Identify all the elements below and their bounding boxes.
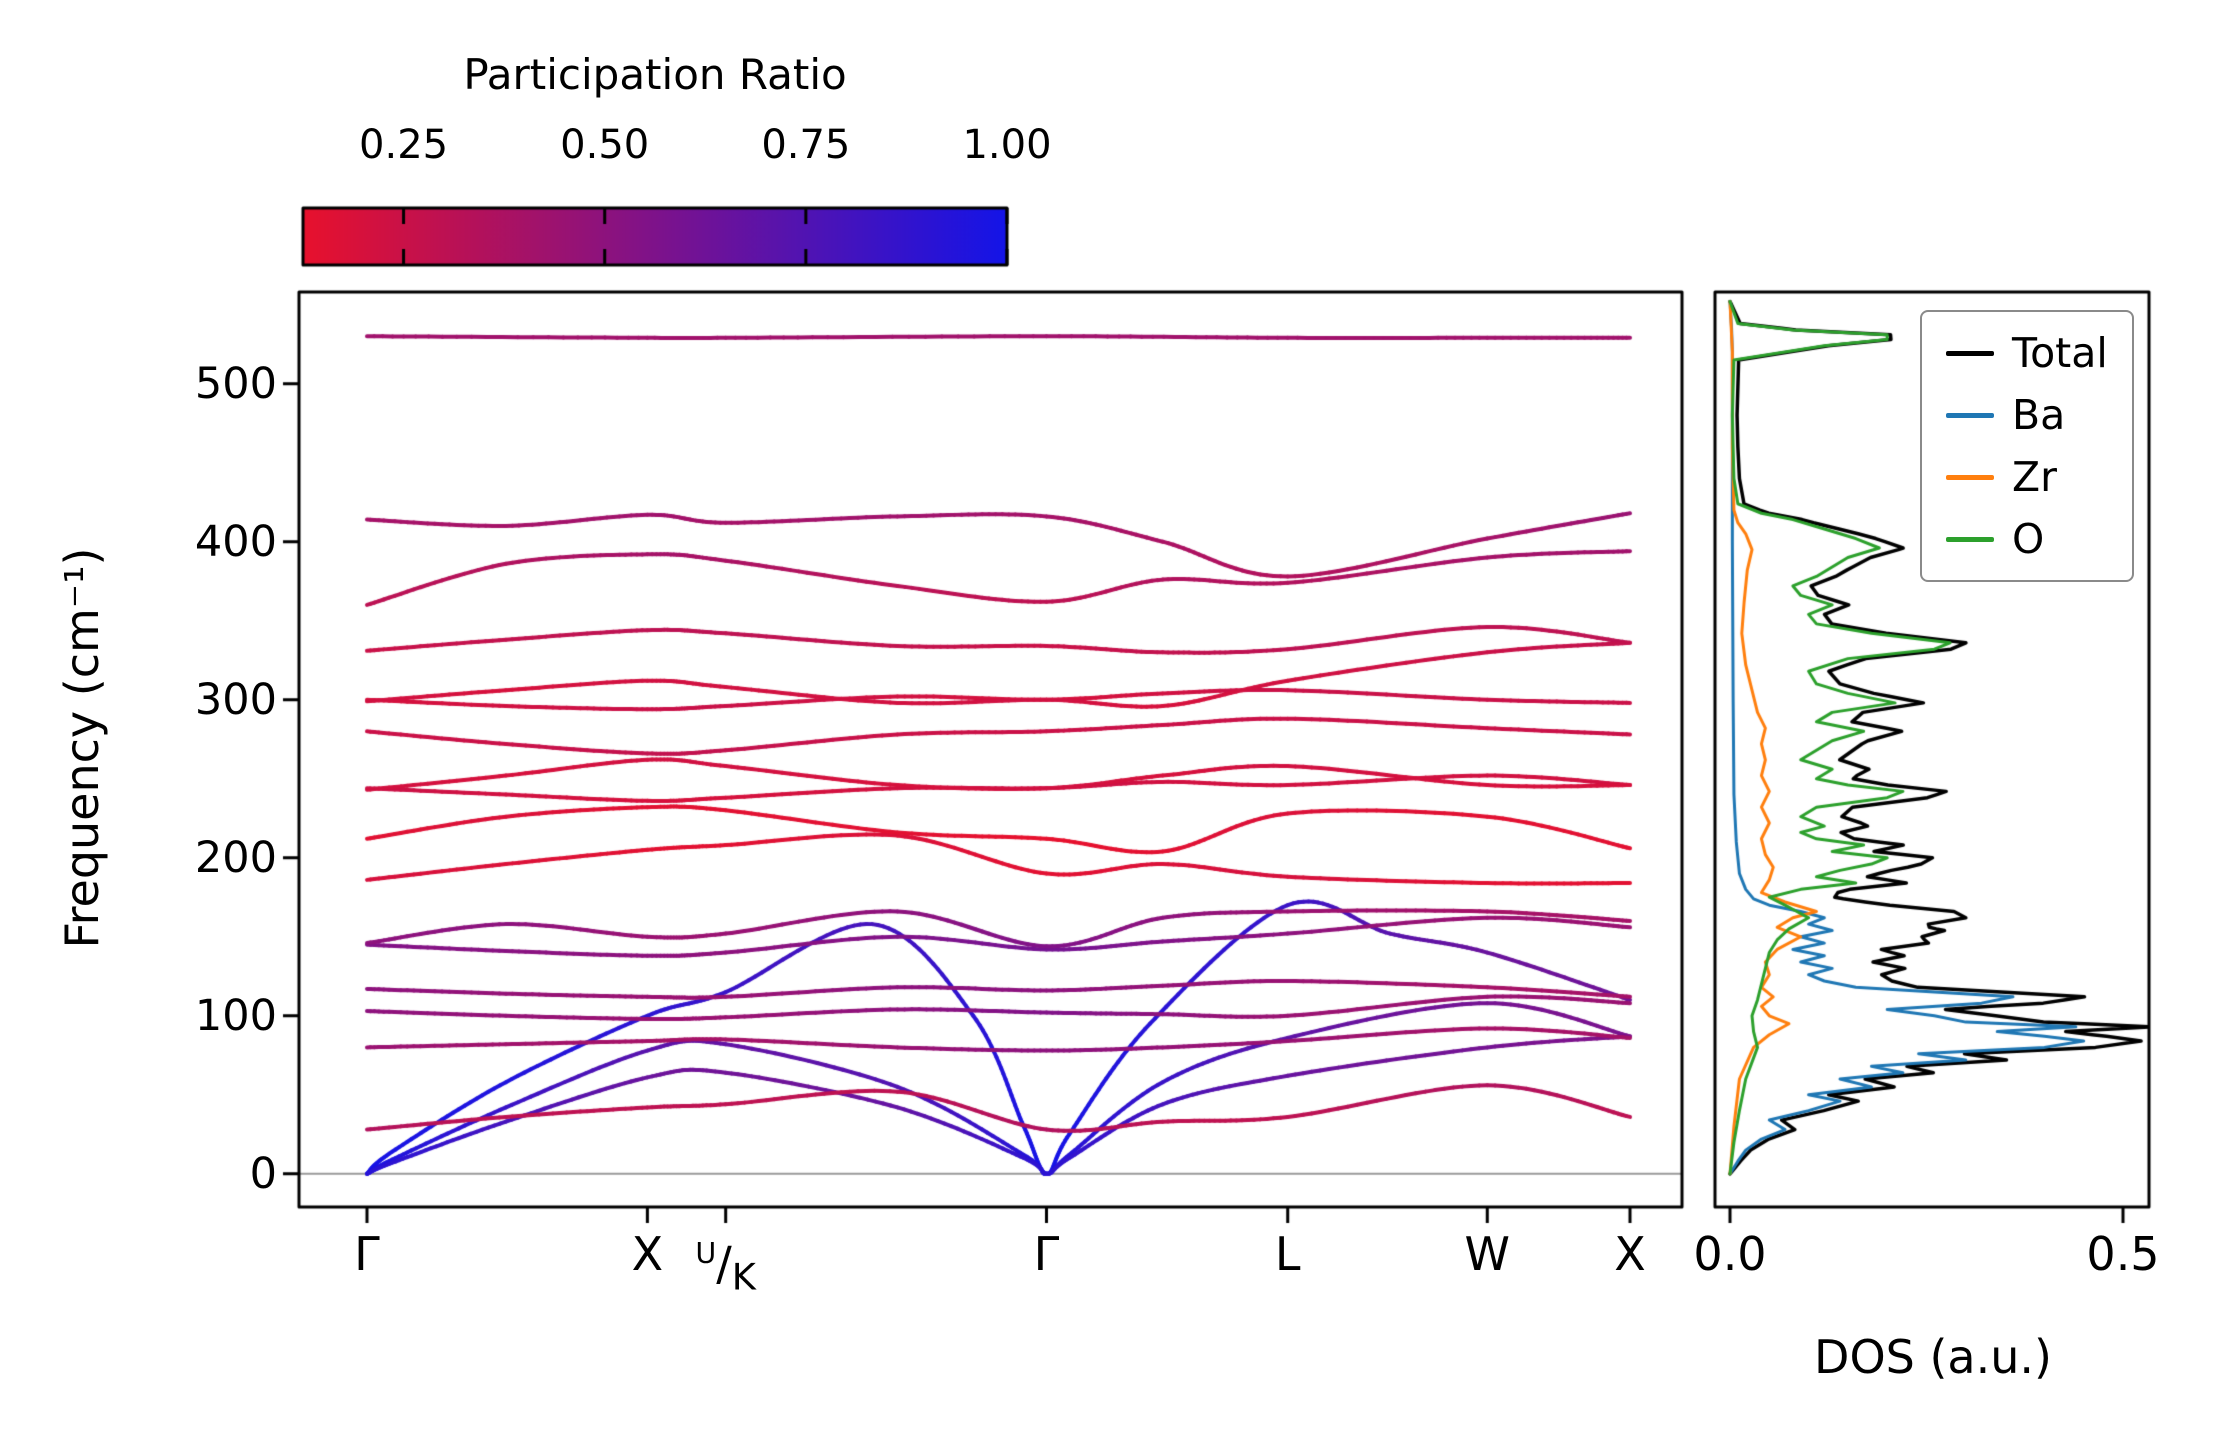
legend-swatch-o	[1946, 536, 1994, 542]
dos-tick-label: 0.5	[2086, 1227, 2160, 1281]
colorbar-tick-label: 1.00	[962, 122, 1052, 168]
legend-swatch-ba	[1946, 412, 1994, 418]
legend-item-ba: Ba	[1946, 390, 2108, 440]
colorbar-title: Participation Ratio	[463, 50, 847, 99]
x-tick-label: U/K	[695, 1236, 756, 1299]
y-tick-label: 100	[194, 990, 277, 1041]
legend-item-zr: Zr	[1946, 452, 2108, 502]
colorbar-tick-label: 0.25	[359, 122, 449, 168]
legend-item-total: Total	[1946, 328, 2108, 378]
legend-label: Total	[2012, 329, 2108, 377]
y-tick-label: 400	[194, 516, 277, 567]
legend-item-o: O	[1946, 514, 2108, 564]
x-tick-label: Γ	[1033, 1227, 1060, 1281]
legend-swatch-zr	[1946, 474, 1994, 480]
dos-axis-label: DOS (a.u.)	[1814, 1330, 2052, 1384]
legend-label: Ba	[2012, 391, 2066, 439]
y-tick-label: 300	[194, 674, 277, 725]
y-tick-label: 0	[249, 1148, 277, 1199]
x-tick-label: L	[1274, 1227, 1301, 1281]
x-tick-label: W	[1464, 1227, 1511, 1281]
legend-label: O	[2012, 515, 2045, 563]
colorbar-tick-label: 0.50	[560, 122, 650, 168]
legend-label: Zr	[2012, 453, 2057, 501]
x-tick-label: X	[1614, 1227, 1646, 1281]
dos-tick-label: 0.0	[1693, 1227, 1767, 1281]
y-tick-label: 200	[194, 832, 277, 883]
legend: Total Ba Zr O	[1920, 310, 2134, 582]
x-tick-label: X	[631, 1227, 664, 1281]
x-tick-label: Γ	[354, 1227, 380, 1281]
y-axis-label: Frequency (cm⁻¹)	[55, 547, 109, 949]
colorbar-tick-label: 0.75	[761, 122, 851, 168]
y-tick-label: 500	[194, 358, 277, 409]
legend-swatch-total	[1946, 350, 1994, 356]
